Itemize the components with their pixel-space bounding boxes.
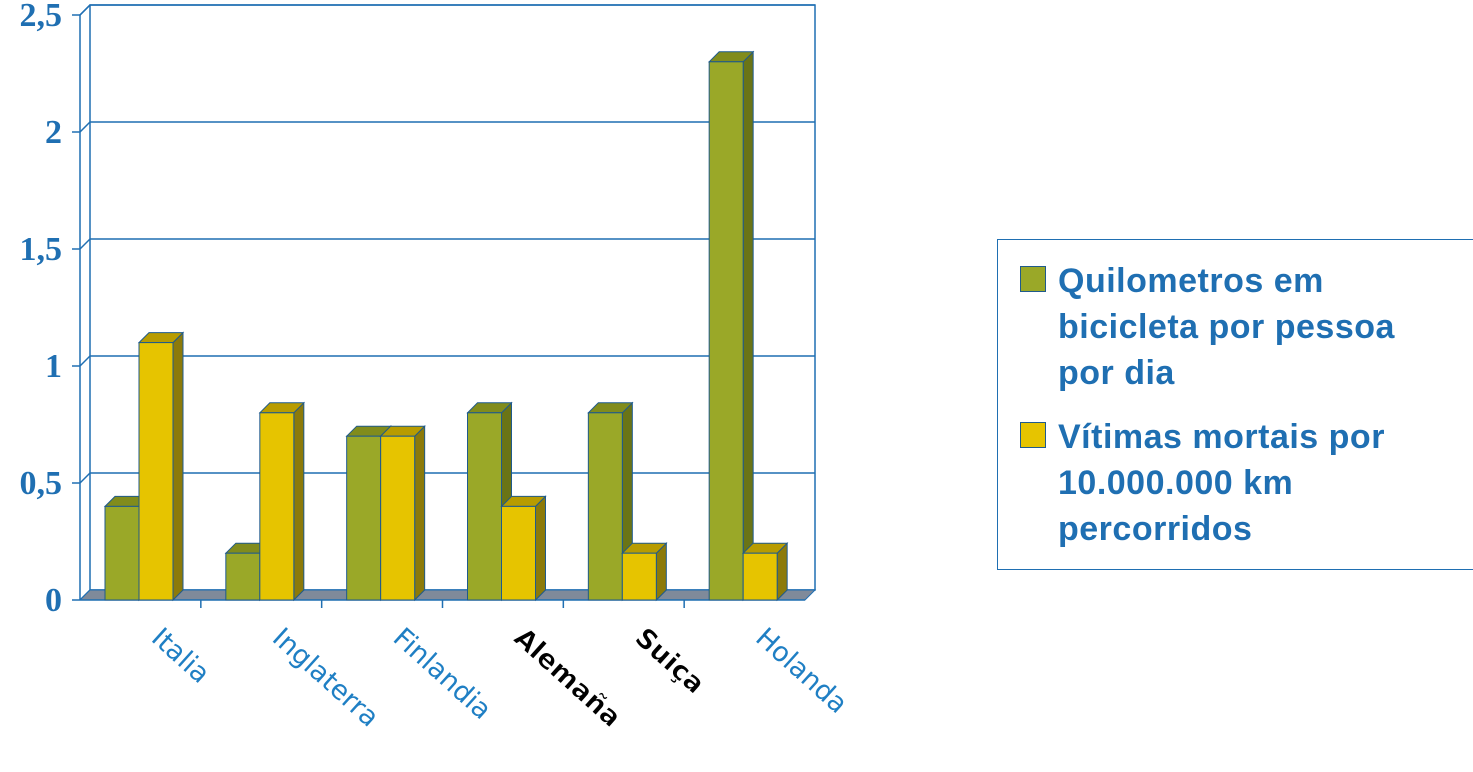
bar-2-suiça — [621, 541, 668, 602]
gridlines — [79, 4, 816, 601]
gridline-depth — [79, 238, 91, 250]
bar-side — [172, 331, 184, 602]
bar-front — [742, 552, 778, 601]
bar-2-holanda — [741, 541, 789, 602]
x-tick-label-6: Holanda — [749, 622, 853, 720]
y-tick-label: 2,5 — [20, 0, 63, 34]
y-tick-label: 1 — [45, 348, 62, 385]
bar-front — [380, 435, 416, 601]
bar-2-italia — [137, 331, 185, 602]
bar-side — [535, 495, 546, 602]
gridline-depth — [79, 355, 91, 367]
legend-label-series-2: Vítimas mortais por 10.000.000 km percor… — [1058, 418, 1385, 548]
floor-plane — [78, 589, 817, 601]
x-tick-label-1: Italia — [145, 622, 215, 690]
x-tick-label-3: Finlandia — [387, 622, 497, 726]
x-tick-labels: Italia Inglaterra Finlandia Alemaña Suiça Hol… — [145, 622, 853, 734]
x-tick-label-2: Inglaterra — [266, 622, 385, 733]
bar-front — [708, 61, 744, 601]
bar-front — [621, 552, 657, 601]
legend-label-series-1: Quilometros em bicicleta por pessoa por … — [1058, 262, 1395, 392]
bar-front — [138, 342, 174, 601]
y-tick-label: 1,5 — [20, 231, 63, 268]
bar-2-alemaña — [500, 495, 547, 602]
bar-front — [259, 412, 295, 601]
chart-floor — [78, 589, 817, 601]
legend-item-series-1: Quilometros em bicicleta por pessoa por … — [1020, 258, 1395, 396]
bars — [103, 50, 789, 602]
axes — [72, 4, 805, 608]
legend-swatch-series-2 — [1020, 422, 1046, 448]
gridline-depth — [79, 472, 91, 484]
gridline-depth — [79, 121, 91, 133]
bar-front — [467, 412, 502, 601]
plot-back-wall — [89, 4, 816, 591]
bar-2-inglaterra — [258, 401, 306, 602]
bar-front — [587, 412, 623, 601]
y-tick-label: 0 — [45, 582, 62, 619]
bar-side — [414, 424, 426, 602]
x-tick-label-4: Alemaña — [508, 622, 627, 734]
y-tick-label: 0,5 — [20, 465, 63, 502]
legend-item-series-2: Vítimas mortais por 10.000.000 km percor… — [1020, 414, 1385, 552]
bar-front — [346, 435, 382, 601]
bar-1-holanda — [707, 50, 755, 602]
legend: Quilometros em bicicleta por pessoa por … — [997, 239, 1473, 570]
bar-side — [293, 401, 305, 602]
y-axis-depth — [79, 4, 91, 16]
legend-swatch-series-1 — [1020, 266, 1046, 292]
bar-front — [104, 505, 140, 601]
y-tick-label: 2 — [45, 114, 62, 151]
bar-front — [501, 505, 536, 601]
bar-side — [742, 50, 754, 602]
bar-2-finlandia — [379, 424, 426, 602]
y-tick-labels: 0 0,5 1 1,5 2 2,5 — [20, 0, 63, 619]
x-tick-label-5: Suiça — [629, 622, 711, 700]
bar-front — [225, 552, 261, 601]
